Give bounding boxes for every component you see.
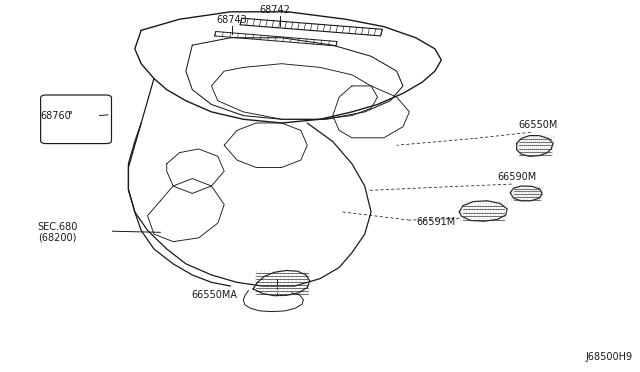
Text: 66550MA: 66550MA: [191, 290, 237, 300]
Text: 68743: 68743: [216, 15, 247, 25]
Text: 66590M: 66590M: [497, 172, 537, 182]
Text: J68500H9: J68500H9: [586, 352, 633, 362]
Text: (68200): (68200): [38, 233, 76, 243]
Text: 66591M: 66591M: [416, 217, 456, 227]
Text: 68760: 68760: [40, 111, 71, 121]
Text: 68742: 68742: [260, 5, 291, 15]
Text: SEC.680: SEC.680: [38, 222, 78, 232]
Text: 66550M: 66550M: [518, 121, 557, 131]
